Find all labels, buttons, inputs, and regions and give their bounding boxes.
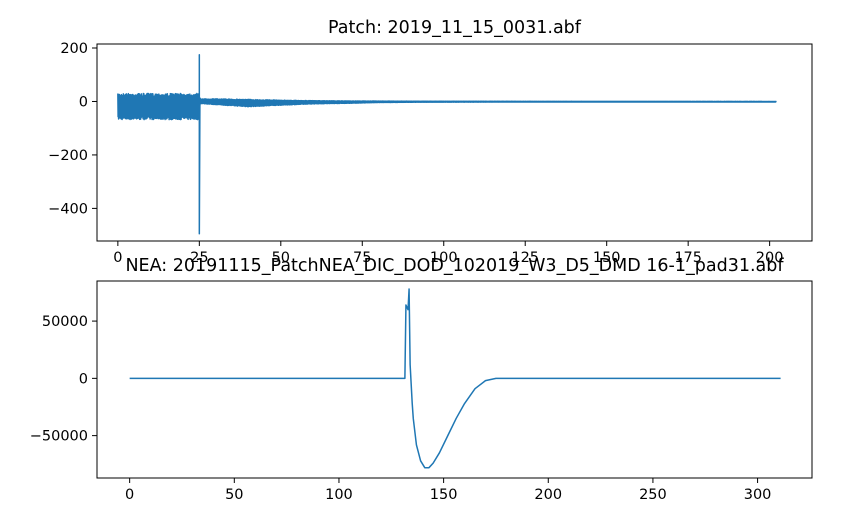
x-tick-label: 125: [511, 250, 539, 266]
nea-chart: NEA: 20191115_PatchNEA_DIC_DOD_102019_W3…: [30, 256, 813, 503]
x-tick-label: 100: [430, 250, 458, 266]
y-tick-label: 50000: [42, 314, 88, 330]
patch-chart: Patch: 2019_11_15_0031.abf 0 25 50 75 100 125 1…: [48, 18, 813, 266]
series-line: [129, 288, 781, 469]
x-tick-label: 150: [593, 250, 621, 266]
y-tick-label: 200: [60, 41, 88, 57]
y-tick-label: 0: [79, 94, 88, 110]
y-tick-label: −50000: [30, 429, 88, 445]
y-tick-label: 0: [79, 371, 88, 387]
chart-title: Patch: 2019_11_15_0031.abf: [328, 18, 582, 38]
y-tick-label: −200: [48, 148, 88, 164]
x-tick-label: 0: [113, 250, 122, 266]
x-tick-label: 0: [125, 487, 134, 503]
y-tick-label: −400: [48, 201, 88, 217]
series-line: [117, 53, 777, 235]
plot-frame: [96, 280, 813, 479]
x-tick-label: 200: [534, 487, 562, 503]
chart-title: NEA: 20191115_PatchNEA_DIC_DOD_102019_W3…: [125, 256, 784, 276]
x-tick-label: 300: [744, 487, 772, 503]
x-tick-label: 25: [190, 250, 208, 266]
x-tick-label: 100: [325, 487, 353, 503]
x-tick-label: 50: [272, 250, 290, 266]
x-tick-label: 150: [430, 487, 458, 503]
x-tick-label: 200: [756, 250, 784, 266]
plot-frame: [96, 43, 813, 242]
x-tick-label: 250: [639, 487, 667, 503]
x-tick-label: 175: [674, 250, 702, 266]
x-tick-label: 50: [225, 487, 243, 503]
x-tick-label: 75: [353, 250, 371, 266]
